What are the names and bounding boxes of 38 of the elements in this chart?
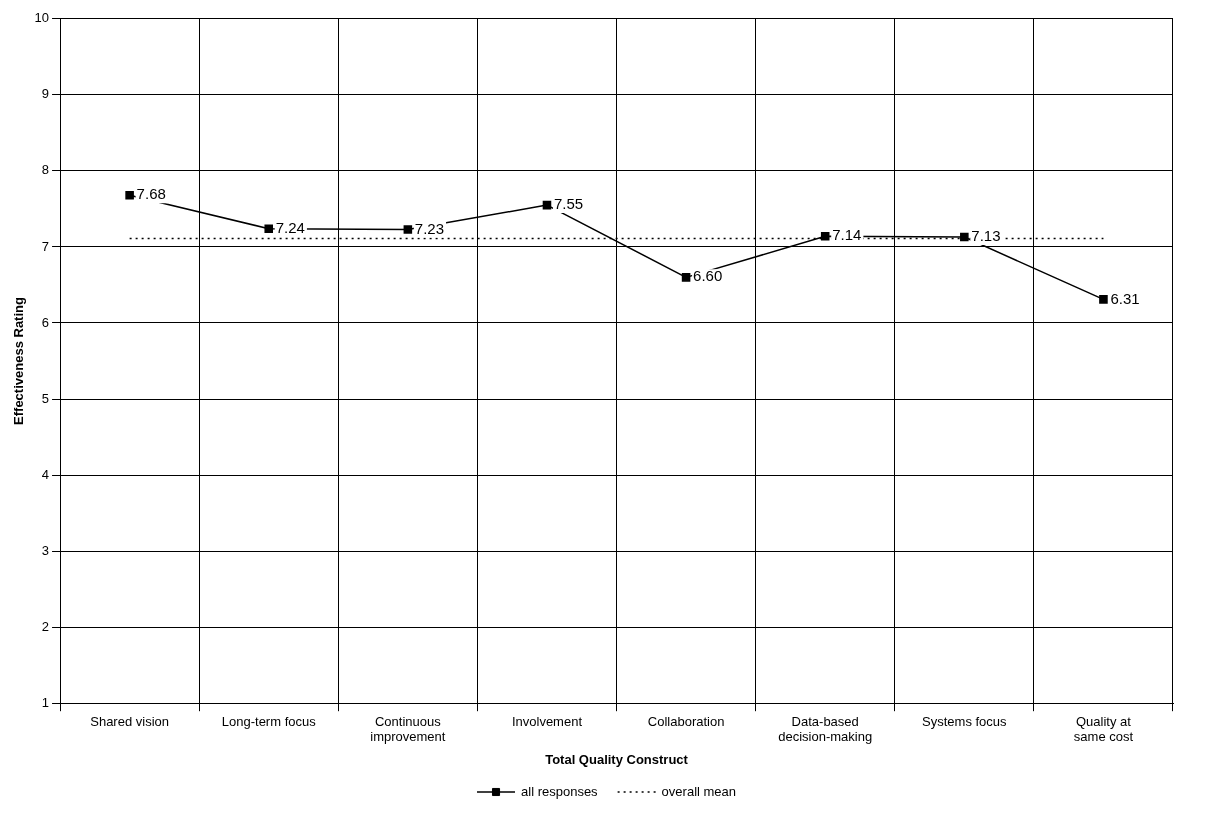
y-tick-label: 5 [41, 390, 50, 406]
point [820, 232, 830, 241]
point [960, 232, 969, 242]
y-tick-label: 4 [41, 466, 50, 482]
data-label: 7.23 [414, 219, 445, 237]
y-tick-label: 2 [41, 618, 50, 634]
y-axis-title: Effectiveness Rating [11, 297, 27, 425]
y-tick-label: 8 [41, 162, 50, 178]
data-label: 7.13 [971, 227, 1001, 245]
x-tick-label: Long-term focus [221, 713, 317, 729]
point [681, 273, 691, 282]
point [542, 200, 552, 210]
x-tick-label: Systems focus [922, 713, 1008, 729]
x-tick-label: Collaboration [647, 713, 725, 729]
x-tick-label: Involvement [511, 713, 583, 729]
x-tick-label: Continuous improvement [370, 713, 446, 745]
data-label: 6.31 [1110, 289, 1140, 307]
point [403, 225, 413, 234]
data-label: 7.14 [832, 226, 862, 244]
x-tick-label: Data-based decision-making [778, 713, 873, 745]
data-label: 7.68 [136, 185, 166, 203]
y-tick-label: 3 [41, 542, 50, 558]
point [125, 190, 134, 200]
y-tick-label: 1 [41, 694, 50, 710]
data-label: 7.24 [275, 218, 305, 236]
point [1099, 295, 1108, 304]
data-label: 7.55 [553, 195, 584, 213]
legend-label: overall mean [661, 783, 737, 799]
x-tick-label: Shared vision [90, 713, 170, 729]
legend-label: all responses [521, 783, 599, 799]
point [264, 224, 274, 233]
y-tick-label: 9 [41, 86, 50, 102]
y-tick-label: 10 [34, 10, 50, 26]
x-axis-title: Total Quality Construct [545, 751, 689, 767]
x-tick-label: Quality at same cost [1073, 713, 1134, 745]
y-tick-label: 6 [41, 314, 50, 330]
y-tick-label: 7 [41, 238, 50, 254]
data-label: 6.60 [693, 267, 723, 285]
